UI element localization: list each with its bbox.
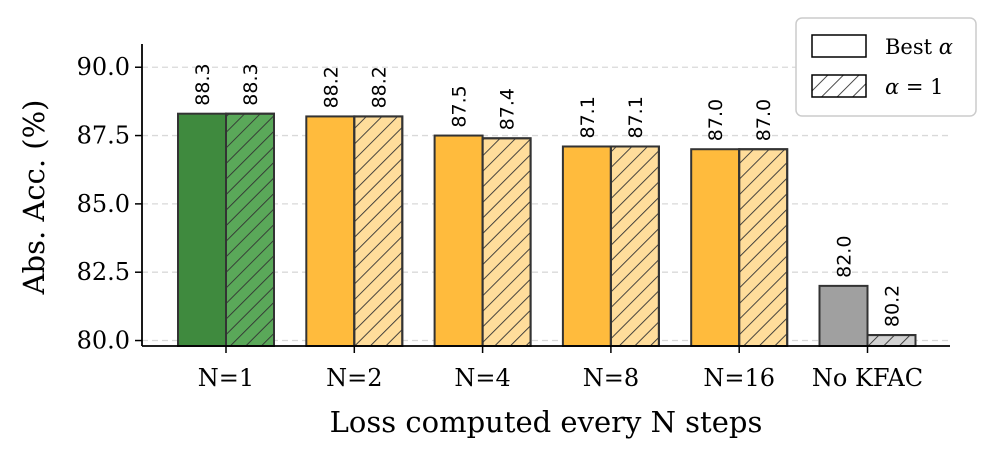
bar-hatch-overlay (481, 137, 532, 347)
data-label: 82.0 (834, 236, 856, 278)
x-tick-label: N=16 (703, 364, 775, 392)
data-labels: 88.3 88.3 88.2 88.2 87.5 87.4 87.1 87.1 87.0 87.0… (192, 63, 904, 327)
y-tick-label: 90.0 (77, 53, 130, 81)
bar-best-alpha (818, 284, 869, 347)
y-axis-label: Abs. Acc. (%) (17, 100, 51, 296)
grid-lines (142, 66, 950, 342)
data-label: 87.1 (577, 96, 599, 138)
bar-best-alpha (177, 112, 227, 347)
x-axis-label: Loss computed every N steps (330, 405, 763, 439)
legend-label-best-alpha: Best α (885, 35, 953, 59)
legend-label-alpha-1: α = 1 (885, 75, 944, 99)
data-label: 88.2 (320, 66, 342, 108)
data-label: 87.0 (753, 99, 775, 141)
bars (177, 112, 917, 347)
data-label: 88.2 (368, 66, 390, 108)
y-tick-label: 80.0 (77, 327, 130, 355)
y-tick-label: 82.5 (77, 258, 130, 286)
data-label: 88.3 (240, 63, 262, 105)
legend: Best α α = 1 (795, 17, 977, 117)
legend-swatch-alpha-1 (811, 74, 867, 98)
data-label: 87.1 (625, 96, 647, 138)
data-label: 87.5 (449, 85, 471, 127)
x-ticks: N=1 N=2 N=4 N=8 N=16 No KFAC (198, 346, 923, 392)
data-label: 88.3 (192, 63, 214, 105)
axes (141, 44, 950, 347)
bar-best-alpha (561, 145, 612, 347)
y-ticks: 80.0 82.5 85.0 87.5 90.0 (77, 53, 142, 355)
bar-hatch-overlay (225, 112, 275, 347)
bar-best-alpha (433, 134, 484, 347)
legend-swatch-best-alpha (811, 34, 867, 58)
x-tick-label: N=1 (198, 364, 254, 392)
bar-hatch-overlay (609, 145, 660, 347)
bar-hatch-overlay (866, 334, 917, 347)
data-label: 87.0 (705, 99, 727, 141)
y-tick-label: 87.5 (77, 122, 130, 150)
legend-frame (795, 17, 977, 117)
x-tick-label: N=4 (454, 364, 510, 392)
data-label: 80.2 (882, 285, 904, 327)
x-tick-label: N=8 (583, 364, 639, 392)
bar-hatch-overlay (353, 115, 404, 347)
y-tick-label: 85.0 (77, 190, 130, 218)
data-label: 87.4 (497, 88, 519, 130)
bar-best-alpha (690, 148, 741, 347)
x-tick-label: No KFAC (812, 364, 923, 392)
bar-best-alpha (305, 115, 356, 347)
bar-hatch-overlay (738, 148, 789, 347)
x-tick-label: N=2 (326, 364, 382, 392)
